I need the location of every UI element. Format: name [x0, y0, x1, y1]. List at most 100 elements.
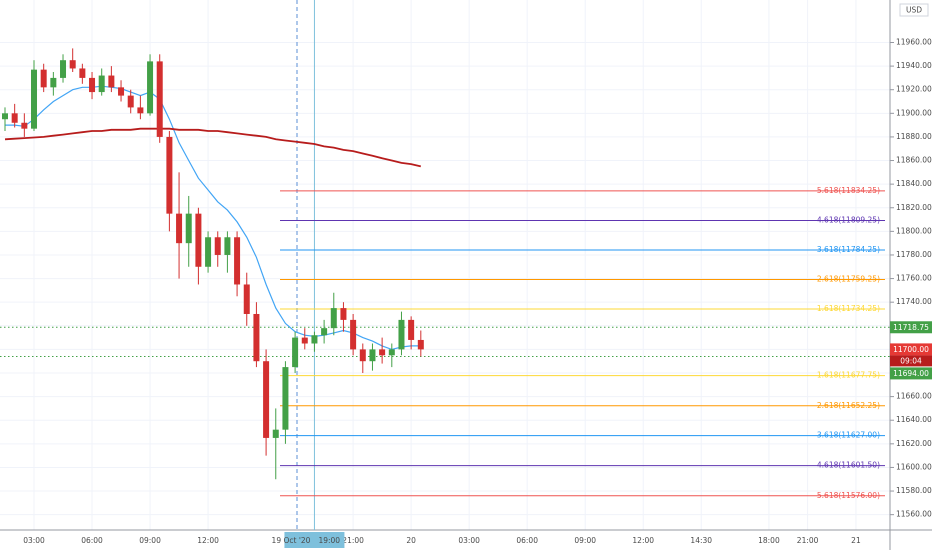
candle-body: [272, 429, 279, 438]
candle-body: [50, 77, 57, 88]
y-tick-label: 11900.00: [896, 108, 932, 117]
y-tick-label: 11960.00: [896, 37, 932, 46]
crosshair-time: 19:00: [318, 536, 340, 545]
fib-label: 3.618(11627.00): [817, 431, 880, 440]
price-tag-label: 11700.00: [893, 345, 929, 354]
candle-body: [147, 61, 154, 114]
candle-body: [98, 75, 105, 93]
candle-body: [89, 77, 96, 93]
candle-body: [21, 122, 28, 129]
candle-body: [340, 308, 347, 320]
candle-body: [398, 319, 405, 350]
y-tick-label: 11780.00: [896, 250, 932, 259]
candle-body: [234, 237, 241, 285]
candle-body: [417, 339, 424, 350]
candle-body: [127, 95, 134, 108]
x-tick-label: 20: [406, 536, 416, 545]
candle-body: [253, 313, 260, 362]
x-tick-label: 21:00: [797, 536, 819, 545]
candle-body: [224, 237, 231, 255]
y-tick-label: 11880.00: [896, 132, 932, 141]
fib-label: 4.618(11601.50): [817, 461, 880, 470]
candle-body: [185, 213, 192, 244]
candle-body: [195, 213, 202, 267]
candle-body: [263, 361, 270, 438]
y-tick-label: 11920.00: [896, 85, 932, 94]
y-tick-label: 11580.00: [896, 486, 932, 495]
candle-body: [205, 237, 212, 267]
moving-average: [4, 127, 422, 168]
candle-body: [166, 136, 173, 214]
x-tick-label: 21: [851, 536, 861, 545]
candle-body: [176, 213, 183, 244]
candle-body: [379, 349, 386, 356]
candle-body: [292, 337, 299, 368]
candle-body: [369, 349, 376, 362]
candle-body: [359, 349, 366, 362]
price-tag-countdown: 09:04: [900, 356, 922, 365]
y-tick-label: 11760.00: [896, 274, 932, 283]
fib-label: 4.618(11809.25): [817, 215, 880, 224]
y-tick-label: 11600.00: [896, 462, 932, 471]
y-tick-label: 11620.00: [896, 439, 932, 448]
x-tick-label: 14:30: [690, 536, 712, 545]
x-tick-label: 06:00: [81, 536, 103, 545]
candle-body: [330, 308, 337, 329]
price-tag: [890, 343, 932, 356]
fib-label: 5.618(11834.25): [817, 186, 880, 195]
price-tag-label: 11718.75: [893, 323, 929, 332]
price-tag-sub: [890, 355, 932, 367]
y-tick-label: 11820.00: [896, 203, 932, 212]
currency-box: [899, 3, 929, 17]
fib-label: 1.618(11677.75): [817, 371, 880, 380]
y-tick-label: 11860.00: [896, 156, 932, 165]
candle-body: [118, 87, 125, 96]
x-tick-label: 09:00: [139, 536, 161, 545]
x-tick-label: 06:00: [516, 536, 538, 545]
candle-body: [388, 349, 395, 356]
y-tick-label: 11560.00: [896, 510, 932, 519]
price-tag-label: 11694.00: [893, 369, 929, 378]
candle-body: [282, 367, 289, 430]
y-tick-label: 11660.00: [896, 392, 932, 401]
currency: USD: [906, 6, 922, 15]
fib-label: 2.618(11652.25): [817, 401, 880, 410]
price-tag: [890, 367, 932, 380]
y-tick-label: 11840.00: [896, 179, 932, 188]
x-tick-label: 03:00: [23, 536, 45, 545]
candle-body: [214, 237, 221, 255]
x-tick-label: 21:00: [342, 536, 364, 545]
candle-body: [31, 69, 38, 129]
candle-body: [40, 69, 47, 88]
candle-body: [2, 113, 8, 120]
crosshair-label-box: [284, 532, 345, 548]
candle-body: [79, 68, 86, 78]
crosshair-date: 19 Oct '20: [272, 536, 311, 545]
candle-body: [156, 61, 163, 137]
fib-label: 3.618(11784.25): [817, 245, 880, 254]
candle-body: [108, 75, 115, 88]
fib-label: 2.618(11759.25): [817, 274, 880, 283]
y-tick-label: 11800.00: [896, 226, 932, 235]
y-tick-label: 11640.00: [896, 415, 932, 424]
x-tick-label: 12:00: [197, 536, 219, 545]
candle-body: [408, 319, 415, 340]
x-tick-label: 09:00: [574, 536, 596, 545]
candle-body: [137, 107, 144, 114]
candle-body: [69, 60, 76, 69]
fib-label: 1.618(11734.25): [817, 304, 880, 313]
fib-label: 5.618(11576.00): [817, 491, 880, 500]
candle-body: [11, 113, 18, 123]
y-tick-label: 11740.00: [896, 297, 932, 306]
x-tick-label: 12:00: [632, 536, 654, 545]
candle-body: [350, 319, 357, 350]
candle-body: [243, 284, 250, 314]
x-tick-label: 18:00: [758, 536, 780, 545]
candle-body: [301, 337, 308, 344]
candle-body: [60, 60, 67, 78]
y-tick-label: 11940.00: [896, 61, 932, 70]
x-tick-label: 03:00: [458, 536, 480, 545]
